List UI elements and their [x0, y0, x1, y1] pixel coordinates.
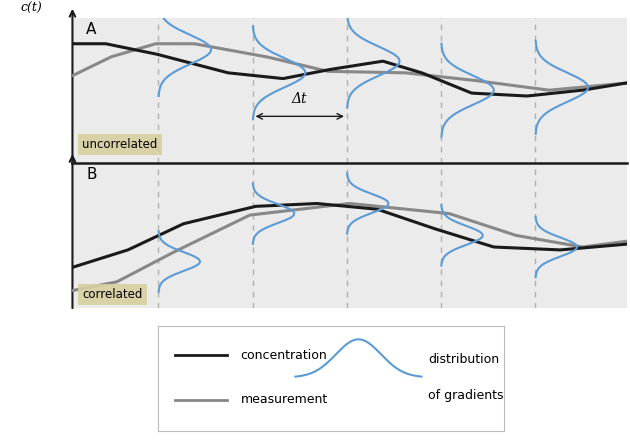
Text: distribution: distribution	[428, 353, 499, 366]
Text: of gradients: of gradients	[428, 389, 503, 402]
Text: measurement: measurement	[241, 393, 328, 406]
Text: c(t): c(t)	[20, 2, 42, 15]
Text: concentration: concentration	[241, 348, 328, 362]
Text: Δt: Δt	[292, 92, 307, 106]
Text: uncorrelated: uncorrelated	[83, 138, 158, 151]
Text: A: A	[86, 22, 96, 37]
Text: correlated: correlated	[83, 288, 143, 301]
Text: B: B	[86, 167, 97, 182]
